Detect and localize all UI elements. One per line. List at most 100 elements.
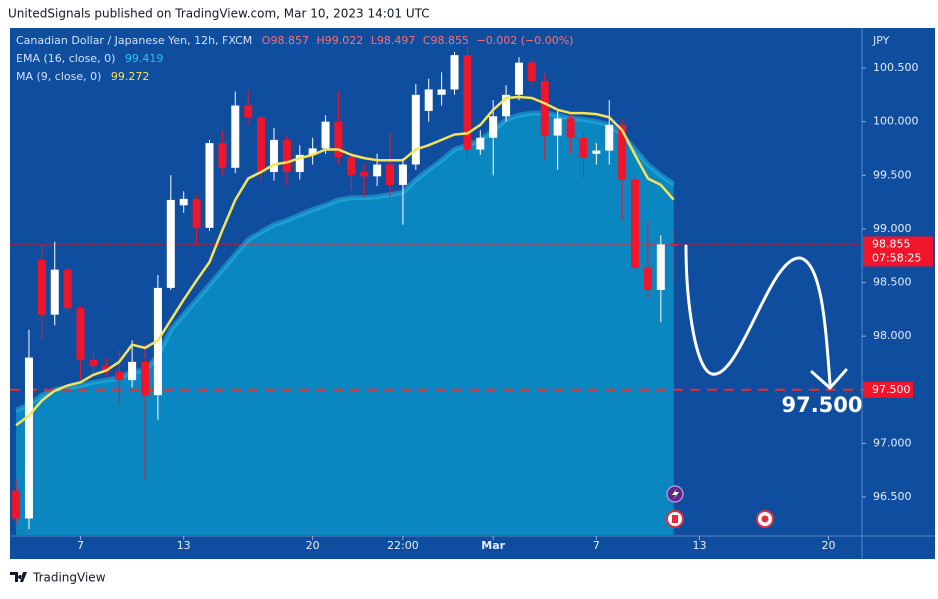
y-tick-label: 98.000 [873,329,912,342]
x-tick-label: 22:00 [387,539,419,552]
candle-body [424,89,433,111]
candle-body [669,244,678,246]
plot: 100.500 100.000 99.500 99.000 98.500 98.000 97… [10,46,933,552]
candle-body [76,308,85,360]
x-tick-label: 13 [177,539,191,552]
x-tick-label: Mar [481,539,505,552]
close: C98.855 [423,34,469,47]
y-tick-label: 97.000 [873,436,912,449]
legend-line-2: EMA (16, close, 0) 99.419 [16,52,163,65]
ma-value: 99.272 [111,70,150,83]
y-tick-label: 98.500 [873,276,912,289]
forecast-arrow [684,244,832,386]
candle-body [244,105,253,118]
candle-body [411,94,420,165]
ma-name: MA (9, close, 0) [16,70,101,83]
series-layer [10,46,862,535]
ema-value: 99.419 [125,52,164,65]
price-badge-label: 98.855 [872,237,911,250]
event-target-dot [761,515,769,523]
candle-body [282,139,291,173]
candle-body [605,124,614,151]
candle-body [476,137,485,150]
candle-body [592,150,601,154]
candle-body [24,357,33,519]
candle-body [295,154,304,173]
x-tick-label: 20 [306,539,320,552]
candle-body [257,117,266,173]
candle-body [12,490,21,519]
candle-body [631,179,640,268]
publisher-line: UnitedSignals published on TradingView.c… [8,7,430,21]
candle-body [166,199,175,288]
ema-line [15,110,676,413]
candle-body [115,371,124,381]
candle-body [269,139,278,173]
y-tick-label: 100.500 [873,61,919,74]
candle-body [656,244,665,291]
candle-body [37,259,46,315]
candle-body [566,118,575,138]
tv-logo [10,572,27,582]
event-icon-glyph [672,488,679,500]
candle-body [540,80,549,136]
candle-body [373,164,382,177]
candle-body [643,267,652,291]
candle-body [218,143,227,168]
candle-body [192,198,201,228]
candle-body [102,366,111,372]
candle-body [89,359,98,367]
candle-body [463,55,472,150]
y-tick-label: 96.500 [873,490,912,503]
flag-icon-glyph [672,515,678,523]
candle-body [308,148,317,155]
ma-line [15,95,675,427]
candle-body [179,198,188,206]
candle-body [502,94,511,117]
open: O98.857 [262,34,309,47]
candle-body [514,62,523,95]
target-annotation: 97.500 [781,393,862,417]
candle-body [63,269,72,309]
candle-body [618,124,627,180]
footer-brand: TradingView [32,571,106,585]
x-tick-label: 20 [821,539,835,552]
candle-body [489,116,498,138]
candle-body [50,269,59,315]
x-tick-label: 13 [693,539,707,552]
candle-body [334,121,343,158]
legend-line-1: Canadian Dollar / Japanese Yen, 12h, FXC… [16,34,573,47]
ema-area-fill [16,113,674,535]
candle-body [437,89,446,95]
axis-unit: JPY [872,34,890,47]
y-tick-label: 99.000 [873,222,912,235]
candle-body [579,137,588,159]
candle-body [553,118,562,136]
legend-line-3: MA (9, close, 0) 99.272 [16,70,149,83]
candle-body [321,121,330,149]
symbol: Canadian Dollar / Japanese Yen, 12h, FXC… [16,34,252,47]
candle-body [360,172,369,177]
candle-body [450,55,459,90]
x-tick-label: 7 [593,539,600,552]
target-badge-label: 97.500 [872,383,911,396]
x-tick-label: 7 [77,539,84,552]
price-badge [863,236,933,267]
candle-body [231,105,240,168]
high: H99.022 [316,34,363,47]
ema-name: EMA (16, close, 0) [16,52,115,65]
candle-body [128,361,137,381]
candle-body [141,361,150,396]
arrow-head [810,368,848,390]
candle-body [205,143,214,228]
candle-body [398,164,407,185]
candle-body [386,164,395,185]
candle-body [347,157,356,176]
y-tick-label: 99.500 [873,168,912,181]
change: −0.002 (−0.00%) [477,34,574,47]
low: L98.497 [371,34,416,47]
target-badge [863,381,913,398]
y-tick-label: 100.000 [873,115,919,128]
